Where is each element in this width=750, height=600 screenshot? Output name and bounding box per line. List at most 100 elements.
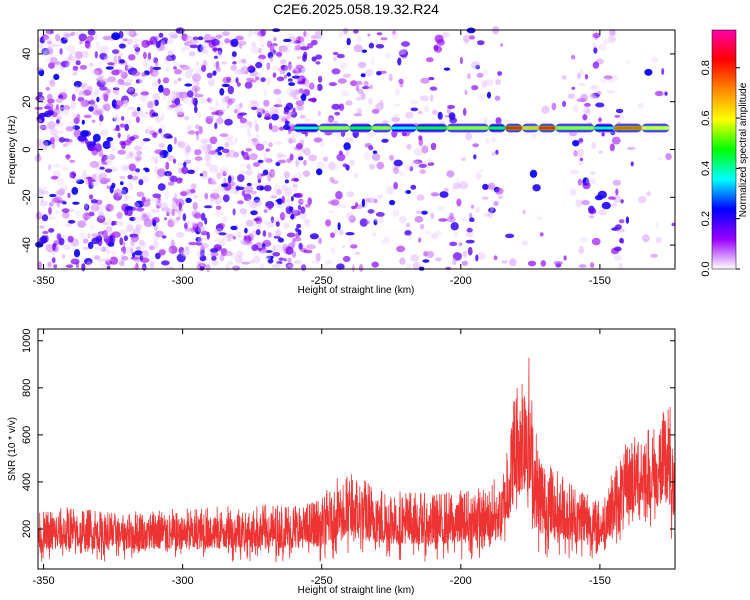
noise-blob: [527, 260, 537, 267]
noise-blob: [473, 154, 477, 160]
noise-blob: [614, 114, 621, 118]
noise-blob: [488, 182, 496, 191]
noise-blob: [283, 223, 290, 229]
noise-blob: [116, 211, 123, 219]
noise-blob: [299, 46, 310, 51]
noise-blob: [195, 132, 200, 141]
noise-blob: [249, 79, 257, 83]
noise-blob: [271, 113, 279, 121]
noise-blob: [405, 263, 412, 270]
noise-blob: [200, 45, 207, 54]
noise-blob: [614, 224, 622, 230]
noise-blob: [263, 185, 272, 192]
noise-blob: [170, 34, 179, 39]
noise-blob: [365, 68, 374, 77]
noise-blob: [57, 94, 64, 99]
snr-x-tick-label: -300: [172, 575, 194, 587]
noise-blob: [603, 75, 613, 80]
noise-blob: [210, 192, 220, 200]
noise-blob: [133, 145, 143, 151]
noise-blob: [416, 210, 422, 214]
noise-blob: [121, 95, 129, 104]
noise-blob: [50, 175, 59, 180]
noise-blob: [207, 97, 212, 103]
noise-blob: [214, 122, 218, 130]
noise-blob: [419, 169, 426, 175]
noise-blob: [230, 64, 237, 71]
noise-blob: [398, 78, 404, 85]
noise-blob: [109, 203, 116, 213]
noise-blob: [272, 245, 277, 253]
noise-blob: [490, 136, 496, 143]
noise-blob: [359, 264, 364, 272]
noise-blob: [226, 233, 235, 239]
noise-blob: [194, 87, 198, 96]
noise-blob: [78, 90, 85, 96]
noise-blob: [209, 97, 213, 105]
noise-blob: [252, 183, 259, 187]
noise-blob: [275, 221, 280, 227]
noise-blob: [253, 217, 261, 222]
snr-x-tick-label: -250: [311, 575, 333, 587]
noise-blob: [286, 199, 291, 203]
noise-blob: [412, 261, 421, 270]
noise-blob: [272, 49, 276, 55]
snr-x-axis: -350 -300 -250 -200 -150: [33, 329, 611, 587]
noise-blob: [443, 67, 451, 71]
noise-blob: [120, 181, 124, 186]
noise-blob: [62, 143, 67, 148]
noise-blob: [202, 170, 208, 178]
noise-blob: [174, 192, 178, 202]
noise-blob: [246, 167, 253, 176]
spectrogram-signal-line: [293, 123, 670, 133]
noise-blob: [294, 44, 302, 51]
noise-blob: [106, 154, 116, 158]
noise-blob: [313, 84, 319, 92]
noise-blob: [36, 142, 42, 147]
noise-blob: [475, 254, 479, 262]
noise-blob: [263, 157, 271, 163]
noise-blob: [302, 54, 307, 62]
snr-y-tick-label: 600: [21, 426, 33, 444]
noise-blob: [427, 157, 433, 164]
noise-blob: [177, 112, 185, 116]
noise-blob: [192, 222, 198, 228]
noise-blob: [244, 227, 248, 234]
noise-blob: [553, 261, 564, 265]
noise-blob: [345, 232, 355, 236]
noise-blob: [285, 246, 294, 255]
noise-blob: [293, 260, 302, 264]
noise-blob: [213, 244, 222, 251]
noise-blob: [246, 126, 251, 135]
noise-blob: [286, 72, 291, 77]
noise-blob: [290, 111, 298, 118]
noise-blob: [287, 257, 292, 263]
noise-blob: [81, 119, 85, 125]
noise-blob: [102, 230, 108, 239]
noise-blob: [258, 54, 266, 60]
noise-blob: [263, 152, 267, 161]
noise-blob: [491, 151, 497, 156]
noise-blob: [562, 100, 567, 107]
noise-blob: [219, 254, 225, 262]
noise-blob: [276, 261, 283, 265]
noise-blob: [406, 222, 410, 227]
noise-blob: [300, 206, 306, 214]
noise-blob: [265, 250, 273, 253]
noise-blob: [213, 62, 220, 69]
noise-blob: [203, 33, 212, 43]
spectrogram-y-axis: -40 -20 0 20 40: [21, 48, 675, 253]
colorbar-gradient: [711, 29, 737, 270]
noise-blob: [654, 90, 664, 97]
noise-blob: [149, 261, 155, 269]
noise-blob: [36, 153, 41, 162]
noise-blob: [81, 82, 89, 91]
noise-blob: [77, 91, 86, 98]
noise-blob: [152, 66, 162, 70]
noise-blob: [195, 213, 202, 219]
noise-blob: [43, 124, 53, 130]
noise-blob: [373, 219, 378, 226]
signal-segment: [488, 126, 506, 130]
noise-blob: [399, 257, 406, 265]
noise-blob: [39, 212, 43, 217]
